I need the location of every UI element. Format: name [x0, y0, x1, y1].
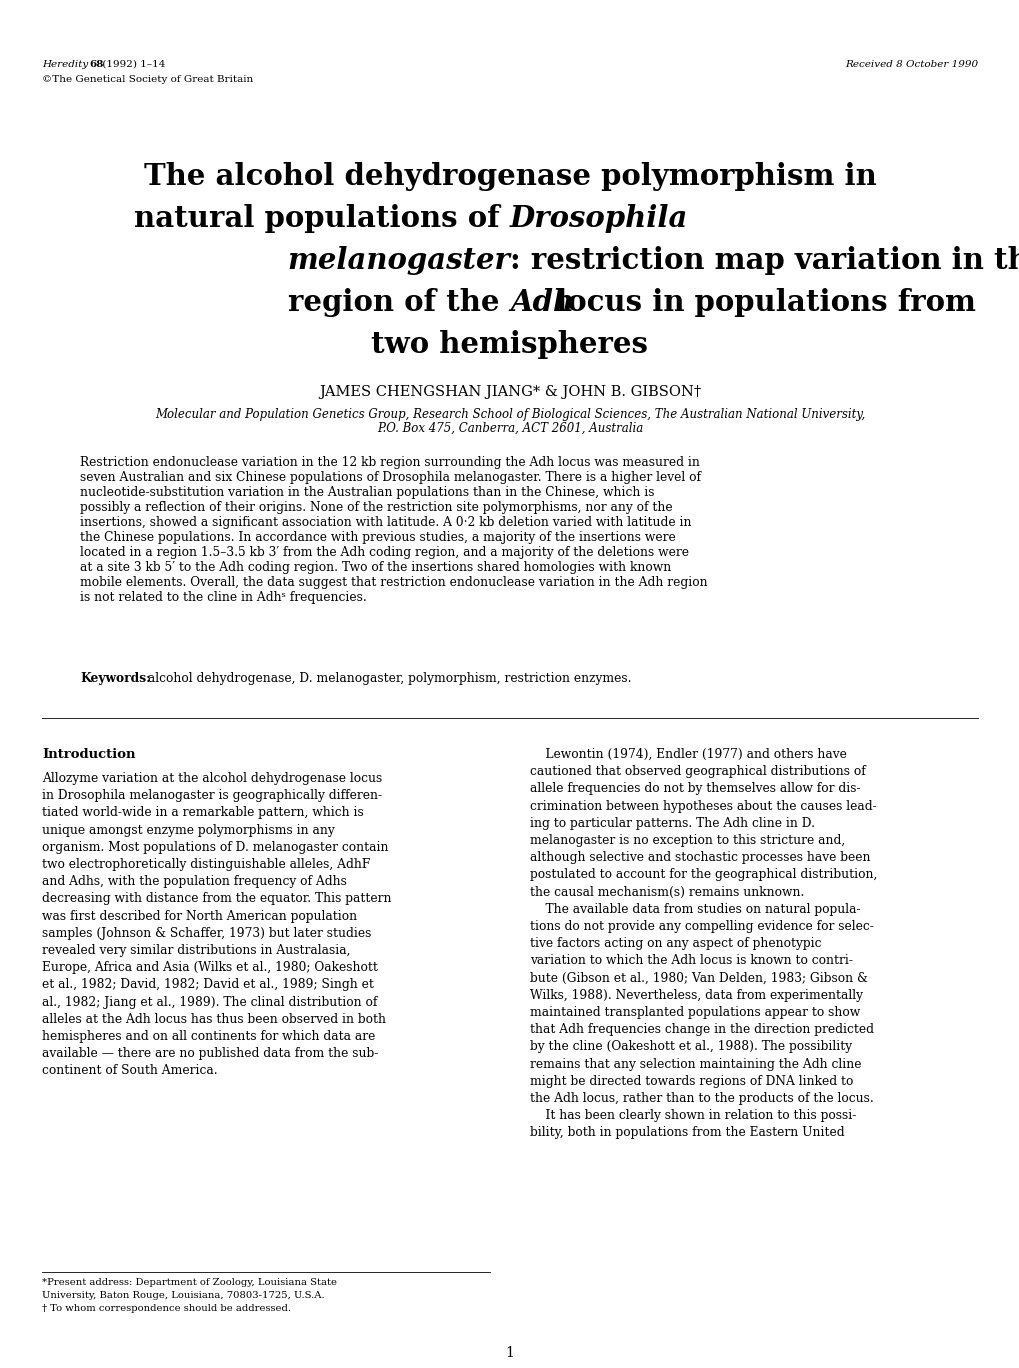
Text: melanogaster: melanogaster	[286, 246, 510, 275]
Text: Heredity: Heredity	[42, 60, 89, 68]
Text: ©The Genetical Society of Great Britain: ©The Genetical Society of Great Britain	[42, 75, 253, 83]
Text: Drosophila: Drosophila	[510, 204, 688, 233]
Text: : restriction map variation in the: : restriction map variation in the	[510, 246, 1019, 275]
Text: Allozyme variation at the alcohol dehydrogenase locus
in Drosophila melanogaster: Allozyme variation at the alcohol dehydr…	[42, 772, 391, 1078]
Text: natural populations of: natural populations of	[135, 204, 510, 233]
Text: 1: 1	[505, 1346, 514, 1360]
Text: University, Baton Rouge, Louisiana, 70803-1725, U.S.A.: University, Baton Rouge, Louisiana, 7080…	[42, 1291, 324, 1300]
Text: locus in populations from: locus in populations from	[546, 289, 975, 317]
Text: Keywords:: Keywords:	[79, 672, 151, 685]
Text: Received 8 October 1990: Received 8 October 1990	[844, 60, 977, 68]
Text: alcohol dehydrogenase, D. melanogaster, polymorphism, restriction enzymes.: alcohol dehydrogenase, D. melanogaster, …	[144, 672, 631, 685]
Text: † To whom correspondence should be addressed.: † To whom correspondence should be addre…	[42, 1304, 290, 1313]
Text: P.O. Box 475, Canberra, ACT 2601, Australia: P.O. Box 475, Canberra, ACT 2601, Austra…	[376, 421, 643, 435]
Text: Restriction endonuclease variation in the 12 kb region surrounding the Adh locus: Restriction endonuclease variation in th…	[79, 456, 707, 605]
Text: region of the: region of the	[288, 289, 510, 317]
Text: two hemispheres: two hemispheres	[371, 330, 648, 358]
Text: 68: 68	[89, 60, 103, 68]
Text: JAMES CHENGSHAN JIANG* & JOHN B. GIBSON†: JAMES CHENGSHAN JIANG* & JOHN B. GIBSON†	[319, 384, 700, 399]
Text: Adh: Adh	[510, 289, 574, 317]
Text: The alcohol dehydrogenase polymorphism in: The alcohol dehydrogenase polymorphism i…	[144, 161, 875, 192]
Text: Molecular and Population Genetics Group, Research School of Biological Sciences,: Molecular and Population Genetics Group,…	[155, 408, 864, 421]
Text: Introduction: Introduction	[42, 748, 136, 761]
Text: *Present address: Department of Zoology, Louisiana State: *Present address: Department of Zoology,…	[42, 1278, 336, 1287]
Text: (1992) 1–14: (1992) 1–14	[99, 60, 165, 68]
Text: Lewontin (1974), Endler (1977) and others have
cautioned that observed geographi: Lewontin (1974), Endler (1977) and other…	[530, 748, 876, 1140]
